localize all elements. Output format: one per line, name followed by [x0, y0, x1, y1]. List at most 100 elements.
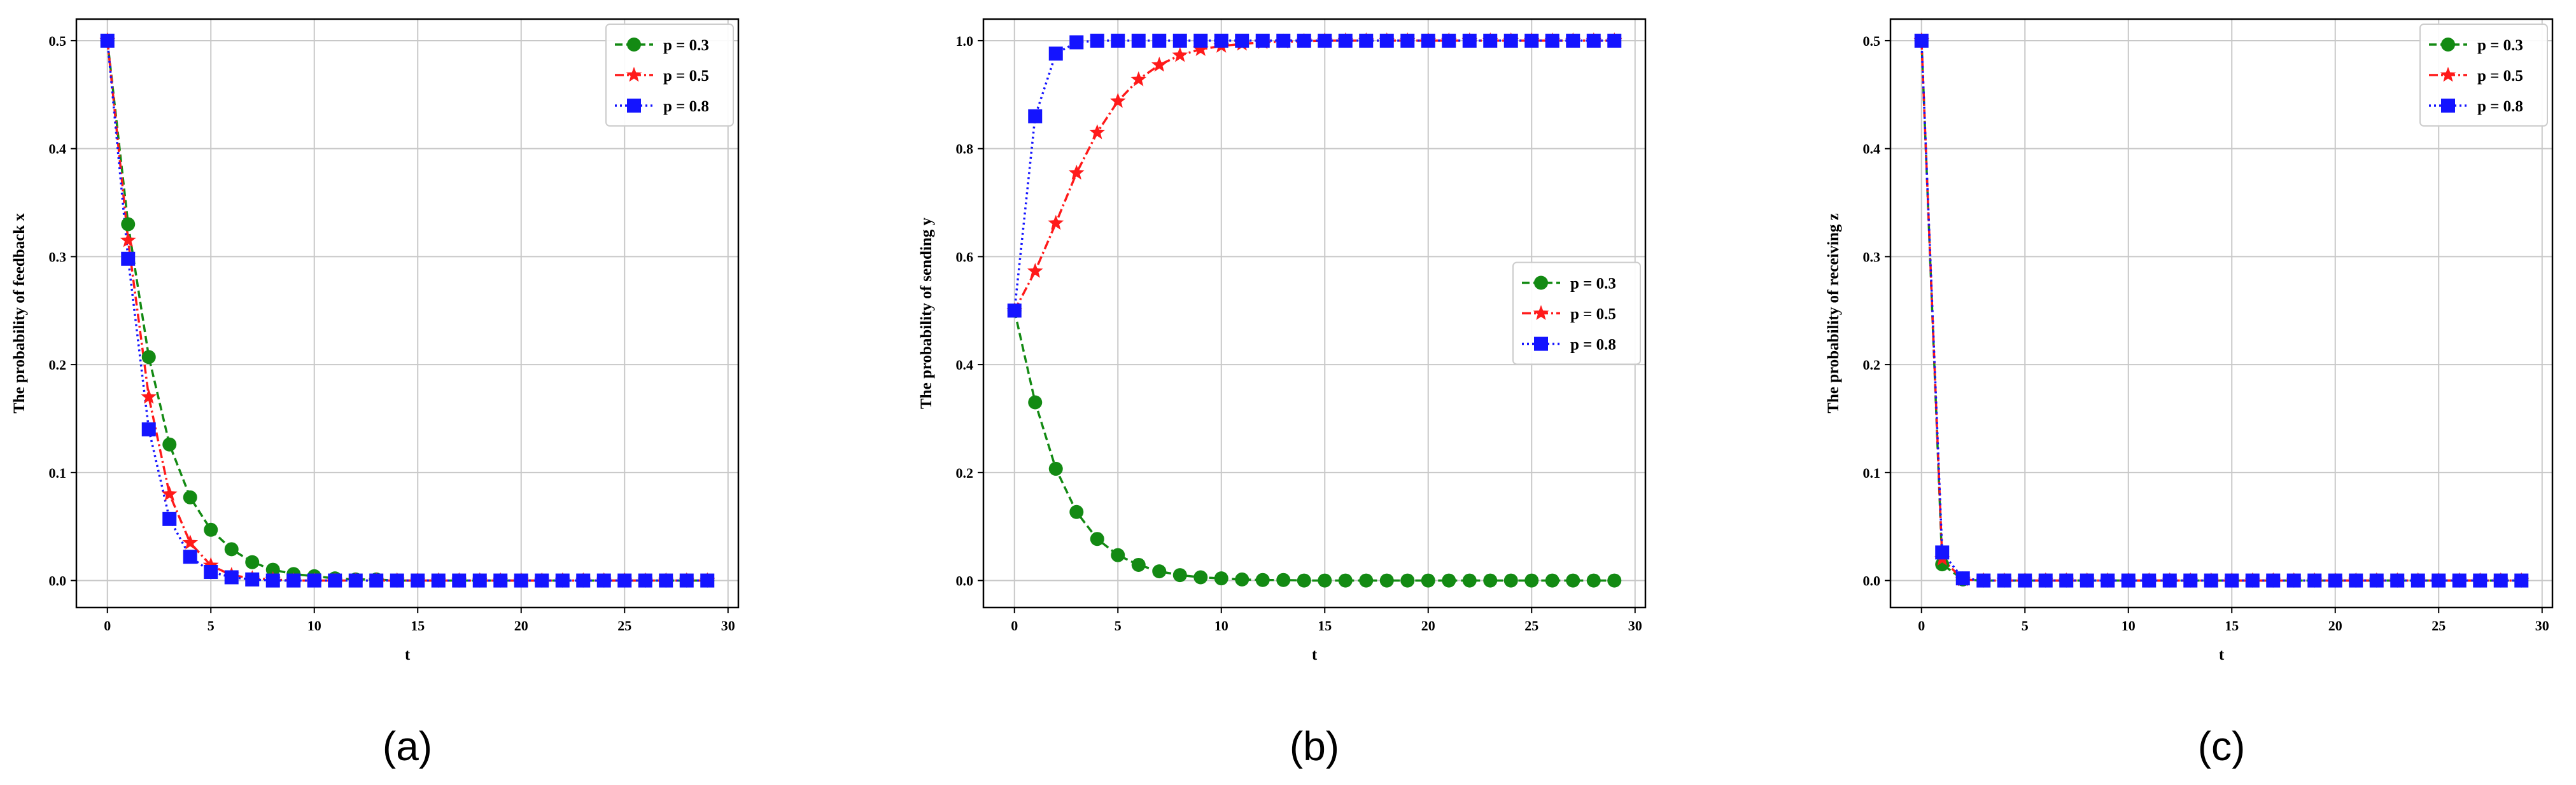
star-marker — [1089, 124, 1106, 139]
x-tick-label: 10 — [2122, 618, 2136, 634]
y-tick-label: 0.2 — [1863, 357, 1881, 373]
y-tick-label: 0.3 — [49, 249, 67, 265]
circle-marker — [1462, 573, 1477, 588]
y-tick-label: 0.1 — [1863, 465, 1881, 481]
square-marker — [493, 573, 508, 588]
circle-marker — [183, 490, 197, 504]
circle-marker — [1503, 573, 1518, 588]
square-marker — [514, 573, 528, 588]
square-marker — [679, 573, 694, 588]
y-tick-label: 0.4 — [956, 357, 974, 373]
star-marker — [120, 232, 136, 247]
x-tick-label: 30 — [1628, 618, 1642, 634]
square-marker — [369, 573, 384, 588]
circle-marker — [1069, 504, 1084, 519]
x-axis-label: t — [405, 646, 411, 663]
square-marker — [1566, 33, 1580, 48]
panel-caption: (a) — [383, 723, 432, 769]
square-marker — [2473, 573, 2488, 588]
square-marker — [2204, 573, 2218, 588]
x-axis-label: t — [1312, 646, 1318, 663]
square-marker — [638, 573, 652, 588]
circle-marker — [204, 522, 218, 537]
y-tick-label: 0.1 — [49, 465, 67, 481]
legend: p = 0.3 p = 0.5 p = 0.8 — [2419, 24, 2548, 127]
series-line — [106, 40, 708, 582]
x-tick-label: 25 — [1524, 618, 1538, 634]
legend-label: p = 0.3 — [663, 37, 709, 54]
legend-label: p = 0.3 — [1570, 275, 1616, 293]
legend-label: p = 0.3 — [2477, 37, 2523, 54]
circle-marker — [265, 562, 280, 577]
circle-marker — [121, 217, 136, 232]
square-marker — [162, 511, 177, 526]
square-marker — [2307, 573, 2322, 588]
star-marker — [1192, 41, 1209, 56]
circle-marker — [2441, 38, 2455, 52]
square-marker — [183, 550, 197, 564]
square-marker — [2121, 573, 2136, 588]
y-tick-label: 0.5 — [49, 33, 67, 49]
legend-label: p = 0.5 — [663, 67, 709, 85]
circle-marker — [1338, 573, 1353, 588]
y-tick-label: 0.8 — [956, 141, 974, 157]
axes-frame — [75, 18, 740, 609]
x-tick-label: 20 — [2328, 618, 2342, 634]
x-tick-label: 10 — [1214, 618, 1228, 634]
panel-caption: (c) — [2198, 723, 2246, 769]
square-marker — [2018, 573, 2032, 588]
square-marker — [2369, 573, 2384, 588]
square-marker — [265, 573, 280, 588]
circle-marker — [1193, 570, 1208, 585]
legend: p = 0.3 p = 0.5 p = 0.8 — [1512, 261, 1641, 365]
square-marker — [659, 573, 673, 588]
star-marker — [1151, 57, 1167, 72]
star-marker — [1533, 305, 1549, 320]
circle-marker — [1276, 573, 1291, 587]
circle-marker — [1566, 573, 1580, 588]
panel-c: 0 5 10 15 20 25 300.00.10.20.30.40.5 p = 0.3p … — [1825, 18, 2554, 769]
square-marker — [2080, 573, 2094, 588]
x-tick-label: 0 — [1918, 618, 1925, 634]
y-axis-label: The probability of receiving z — [1825, 213, 1842, 413]
square-marker — [617, 573, 632, 588]
square-marker — [1276, 33, 1291, 48]
square-marker — [1090, 33, 1104, 48]
star-marker — [1172, 46, 1188, 62]
x-tick-label: 10 — [307, 618, 321, 634]
circle-marker — [1255, 573, 1270, 587]
square-marker — [1193, 33, 1208, 48]
legend-label: p = 0.8 — [663, 98, 709, 115]
circle-marker — [1152, 564, 1167, 579]
y-tick-label: 0.5 — [1863, 33, 1881, 49]
square-marker — [431, 573, 446, 588]
circle-marker — [1172, 568, 1187, 583]
square-marker — [1131, 33, 1146, 48]
x-tick-label: 0 — [104, 618, 111, 634]
panel-b: 0 5 10 15 20 25 300.00.20.40.60.81.0 p = 0.3p … — [918, 18, 1647, 769]
square-marker — [576, 573, 591, 588]
circle-marker — [1111, 548, 1125, 562]
square-marker — [1935, 545, 1950, 560]
x-tick-label: 25 — [2432, 618, 2446, 634]
x-tick-label: 15 — [411, 618, 425, 634]
x-tick-label: 15 — [1318, 618, 1332, 634]
square-marker — [2432, 573, 2446, 588]
star-marker — [626, 67, 642, 82]
square-marker — [1111, 33, 1125, 48]
circle-marker — [1534, 275, 1548, 290]
square-marker — [1214, 33, 1228, 48]
axes: 0 5 10 15 20 25 30 0.0 0.1 0.2 0.3 0.4 0.5 — [1863, 18, 2554, 634]
square-marker — [390, 573, 404, 588]
square-marker — [1297, 33, 1311, 48]
square-marker — [1338, 33, 1353, 48]
square-marker — [1462, 33, 1477, 48]
star-marker — [161, 485, 178, 501]
x-tick-label: 30 — [2535, 618, 2549, 634]
square-marker — [700, 573, 715, 588]
square-marker — [2142, 573, 2157, 588]
square-marker — [472, 573, 487, 588]
square-marker — [1007, 303, 1022, 318]
circle-marker — [1214, 571, 1228, 586]
x-tick-label: 0 — [1011, 618, 1018, 634]
